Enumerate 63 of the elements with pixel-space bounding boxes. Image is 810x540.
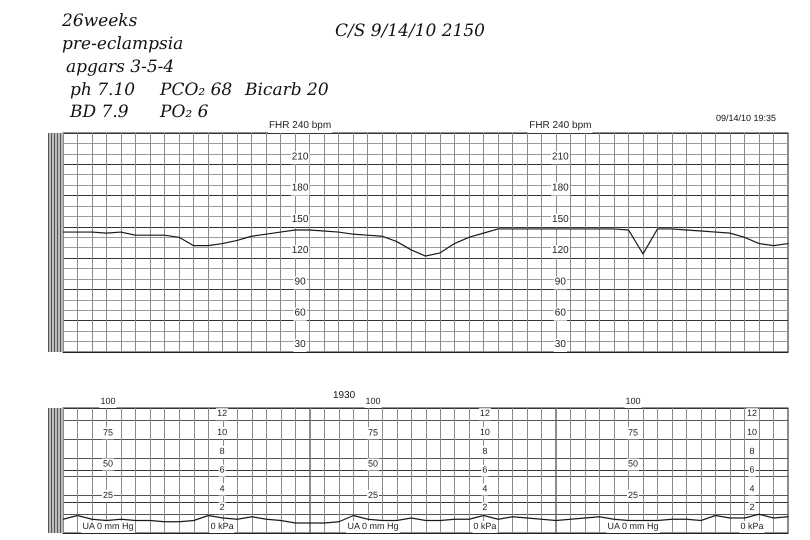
y2-tick-label: 90 bbox=[554, 276, 566, 288]
y-tick-label: UA 0 mm Hg bbox=[608, 521, 659, 531]
y-tick-label: 30 bbox=[294, 339, 306, 350]
y-tick-label: 50 bbox=[368, 458, 378, 468]
y-tick-label: 100 bbox=[100, 396, 116, 406]
y-tick-label: UA 0 mm Hg bbox=[347, 521, 398, 531]
y2-tick-label: 2 bbox=[220, 502, 225, 512]
text: Bicarb 20 bbox=[245, 80, 329, 100]
text: C/S 9/14/10 2150 bbox=[335, 21, 485, 41]
text: apgars 3-5-4 bbox=[66, 57, 174, 77]
y2-tick-label: 60 bbox=[554, 308, 566, 319]
text: pre-eclampsia bbox=[62, 34, 184, 54]
y2-tick-label: FHR 240 bpm bbox=[529, 120, 592, 131]
text: 26weeks bbox=[62, 11, 138, 31]
y-tick-label: 90 bbox=[294, 276, 306, 288]
y-tick-label: 120 bbox=[292, 245, 309, 256]
text: 1930 bbox=[333, 390, 356, 401]
y2-tick-label: 4 bbox=[482, 483, 488, 494]
y2-tick-label: 0 kPa bbox=[473, 521, 496, 531]
y-tick-label: 180 bbox=[292, 182, 309, 194]
y2-tick-label: 10 bbox=[747, 427, 758, 438]
y-tick-label: 75 bbox=[368, 427, 378, 438]
y-tick-label: 50 bbox=[628, 458, 638, 468]
y2-tick-label: 120 bbox=[552, 245, 570, 256]
y-tick-label: UA 0 mm Hg bbox=[82, 521, 134, 531]
y-tick-label: 75 bbox=[102, 427, 113, 438]
y2-tick-label: 150 bbox=[552, 214, 570, 225]
text: PO₂ 6 bbox=[160, 102, 208, 122]
y2-tick-label: 0 kPa bbox=[740, 521, 764, 531]
y-tick-label: 50 bbox=[102, 458, 113, 468]
y2-tick-label: 10 bbox=[480, 427, 490, 438]
y2-tick-label: 30 bbox=[554, 339, 566, 350]
y2-tick-label: 12 bbox=[217, 408, 228, 418]
y-tick-label: 100 bbox=[365, 396, 380, 406]
y2-tick-label: 4 bbox=[220, 483, 225, 494]
y-tick-label: 75 bbox=[628, 427, 638, 438]
text: ph 7.10 bbox=[70, 80, 136, 100]
y2-tick-label: 0 kPa bbox=[210, 521, 234, 531]
y2-tick-label: 12 bbox=[480, 408, 490, 418]
y-tick-label: FHR 240 bpm bbox=[268, 120, 332, 131]
y2-tick-label: 2 bbox=[482, 502, 488, 512]
y2-tick-label: 12 bbox=[747, 408, 758, 418]
y-tick-label: 25 bbox=[102, 490, 113, 500]
y2-tick-label: 2 bbox=[750, 502, 755, 512]
y2-tick-label: 8 bbox=[750, 446, 755, 456]
y-tick-label: 25 bbox=[368, 490, 378, 500]
y-tick-label: 60 bbox=[294, 308, 306, 319]
y2-tick-label: 6 bbox=[750, 464, 755, 475]
text: 09/14/10 19:35 bbox=[716, 113, 776, 124]
text: BD 7.9 bbox=[70, 102, 129, 122]
y-tick-label: 210 bbox=[292, 151, 309, 162]
y2-tick-label: 4 bbox=[750, 483, 755, 494]
y2-tick-label: 10 bbox=[217, 427, 228, 438]
y2-tick-label: 6 bbox=[482, 464, 488, 475]
y-tick-label: 150 bbox=[292, 214, 309, 225]
y-tick-label: 25 bbox=[628, 490, 638, 500]
text: PCO₂ 68 bbox=[160, 80, 232, 100]
y2-tick-label: 180 bbox=[552, 182, 570, 194]
y2-tick-label: 8 bbox=[482, 446, 488, 456]
y2-tick-label: 210 bbox=[552, 151, 570, 162]
y2-tick-label: 6 bbox=[220, 464, 225, 475]
y-tick-label: 100 bbox=[626, 396, 641, 406]
y2-tick-label: 8 bbox=[220, 446, 225, 456]
